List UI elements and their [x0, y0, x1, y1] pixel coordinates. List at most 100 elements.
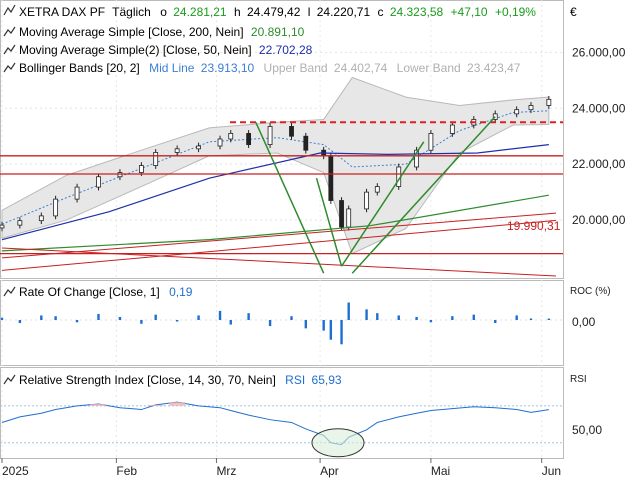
- time-tick-label: Feb: [116, 464, 137, 478]
- rsi-overbought-fill: [90, 404, 107, 406]
- candle-body: [303, 135, 309, 151]
- roc-bar: [472, 314, 475, 320]
- support-resistance-lines: [0, 121, 563, 277]
- fan-line: [340, 141, 425, 267]
- rsi-tick: 50,00: [572, 423, 602, 437]
- currency-symbol: €: [570, 5, 577, 19]
- time-tick-label: Jun: [542, 464, 561, 478]
- candle-body: [38, 215, 44, 222]
- roc-bar: [415, 316, 418, 320]
- roc-bar: [118, 316, 122, 320]
- roc-bar: [547, 318, 551, 320]
- rsi-panel-frame: [0, 367, 564, 459]
- bollinger-lower-label: Lower Band: [397, 61, 461, 75]
- ma50-value: 22.702,28: [259, 43, 313, 57]
- roc-bar: [429, 320, 433, 323]
- price-panel-frame: [0, 0, 564, 279]
- candle-body: [74, 186, 80, 200]
- ma200-icon: [3, 26, 16, 37]
- ma200-value: 20.891,10: [251, 25, 305, 39]
- roc-bar: [322, 320, 325, 331]
- bollinger-upper-value: 24.402,74: [334, 61, 388, 75]
- price-tick-label: 24.000,00: [572, 101, 626, 115]
- roc-bar: [347, 302, 350, 320]
- roc-bar: [515, 315, 518, 320]
- fan-line: [351, 116, 496, 274]
- candle-body: [153, 152, 159, 166]
- candle-body: [246, 133, 252, 146]
- roc-axis-title: ROC (%): [570, 286, 611, 297]
- roc-bar: [329, 320, 333, 340]
- open-label: o: [160, 5, 167, 19]
- fan-line: [315, 177, 343, 267]
- moving-averages: [1, 144, 549, 252]
- candle-body: [174, 148, 180, 153]
- time-tick-label: Mrz: [216, 464, 236, 478]
- time-tick-label: Mai: [431, 464, 450, 478]
- roc-bars: [0, 302, 563, 345]
- roc-bar: [494, 320, 497, 324]
- bollinger-lower-value: 23.423,47: [467, 61, 521, 75]
- bollinger-icon: [3, 62, 16, 73]
- roc-bar: [154, 314, 157, 320]
- rsi-overbought-fill: [169, 402, 186, 406]
- time-tick-label: Apr: [320, 464, 339, 478]
- rsi-overbought-fill: [147, 404, 164, 406]
- candle-body: [414, 149, 420, 168]
- bollinger-mid-label: Mid Line: [149, 61, 195, 75]
- svg-text:Relative Strength Index [Close: Relative Strength Index [Close, 14, 30, …: [19, 373, 342, 387]
- price-candles: [0, 95, 552, 232]
- roc-bar: [140, 320, 143, 324]
- price-tick-label: 22.000,00: [572, 157, 626, 171]
- rsi-series: [1, 401, 549, 446]
- svg-text:Bollinger Bands [20, 2]: Bollinger Bands [20, 2] Mid Line 23.913,…: [19, 61, 521, 75]
- rsi-value: 65,93: [312, 373, 342, 387]
- channel-line: [1, 212, 557, 259]
- roc-bar: [365, 309, 368, 320]
- ma50-line: [1, 144, 549, 241]
- open-value: 24.281,21: [173, 5, 227, 19]
- candle-body: [428, 133, 434, 151]
- svg-text:Rate Of Change [Close, 1]: Rate Of Change [Close, 1] 0,19: [19, 285, 193, 299]
- roc-label: Rate Of Change [Close, 1]: [19, 285, 160, 299]
- candle-body: [546, 98, 552, 106]
- roc-bar: [18, 320, 22, 324]
- trend-fan-lines: [255, 116, 496, 274]
- roc-bar: [40, 315, 43, 320]
- svg-text:Moving Average Simple [Close,: Moving Average Simple [Close, 200, Nein]…: [19, 25, 305, 39]
- candle-body: [339, 200, 344, 228]
- high-label: h: [234, 5, 241, 19]
- candle-body: [289, 126, 294, 137]
- roc-bar: [376, 313, 379, 320]
- candle-body: [528, 105, 534, 111]
- roc-bar: [451, 316, 454, 320]
- candle-body: [449, 124, 455, 134]
- roc-bar: [529, 318, 533, 320]
- candle-body: [374, 186, 380, 193]
- grid-lines: [0, 0, 563, 458]
- candle-body: [228, 133, 234, 140]
- price-tick-label: 20.000,00: [572, 213, 626, 227]
- roc-bar: [175, 320, 179, 322]
- roc-bar: [304, 320, 308, 329]
- rsi-icon: [3, 374, 16, 385]
- ma200-label: Moving Average Simple [Close, 200, Nein]: [19, 25, 244, 39]
- close-value: 24.323,58: [390, 5, 444, 19]
- roc-panel-frame: [0, 280, 564, 366]
- candle-body: [53, 198, 59, 217]
- bollinger-label: Bollinger Bands [20, 2]: [19, 61, 140, 75]
- ma50-icon: [3, 44, 16, 55]
- candle-body: [514, 109, 520, 115]
- candle-body: [196, 145, 201, 150]
- ma200-line: [1, 194, 549, 252]
- roc-bar: [97, 313, 100, 320]
- bollinger-upper-label: Upper Band: [264, 61, 328, 75]
- roc-bar: [340, 320, 343, 345]
- price-value-label: 19.990,31: [507, 219, 561, 233]
- rsi-oversold-highlight: [311, 428, 365, 458]
- roc-bar: [247, 313, 250, 320]
- candle-body: [96, 176, 101, 188]
- fan-line: [255, 121, 325, 274]
- candle-body: [267, 126, 273, 146]
- period: Täglich: [112, 5, 151, 19]
